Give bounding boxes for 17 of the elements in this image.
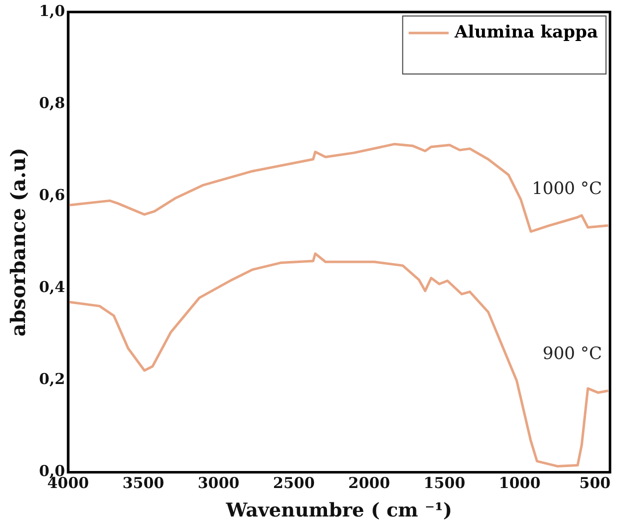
y-axis-title: absorbance (a.u)	[6, 148, 30, 337]
x-tick-label: 1000	[498, 474, 541, 492]
x-axis-title: Wavenumbre ( cm ⁻¹)	[225, 500, 452, 522]
x-tick-label: 500	[579, 474, 611, 492]
x-tick-label: 2500	[273, 474, 315, 492]
legend-label: Alumina kappa	[454, 22, 598, 42]
x-tick-label: 3000	[198, 474, 240, 492]
x-tick-label: 2000	[348, 474, 390, 492]
y-tick-label: 0,8	[38, 94, 66, 112]
y-tick-label: 0,4	[38, 278, 66, 296]
y-tick-label: 0,2	[38, 370, 66, 388]
y-tick-label: 0,6	[38, 186, 66, 204]
x-tick-label: 1500	[424, 474, 466, 492]
annotation: 900 °C	[542, 344, 602, 364]
y-tick-label: 1,0	[38, 2, 66, 20]
annotation: 1000 °C	[532, 178, 602, 199]
x-tick-label: 3500	[122, 474, 164, 492]
